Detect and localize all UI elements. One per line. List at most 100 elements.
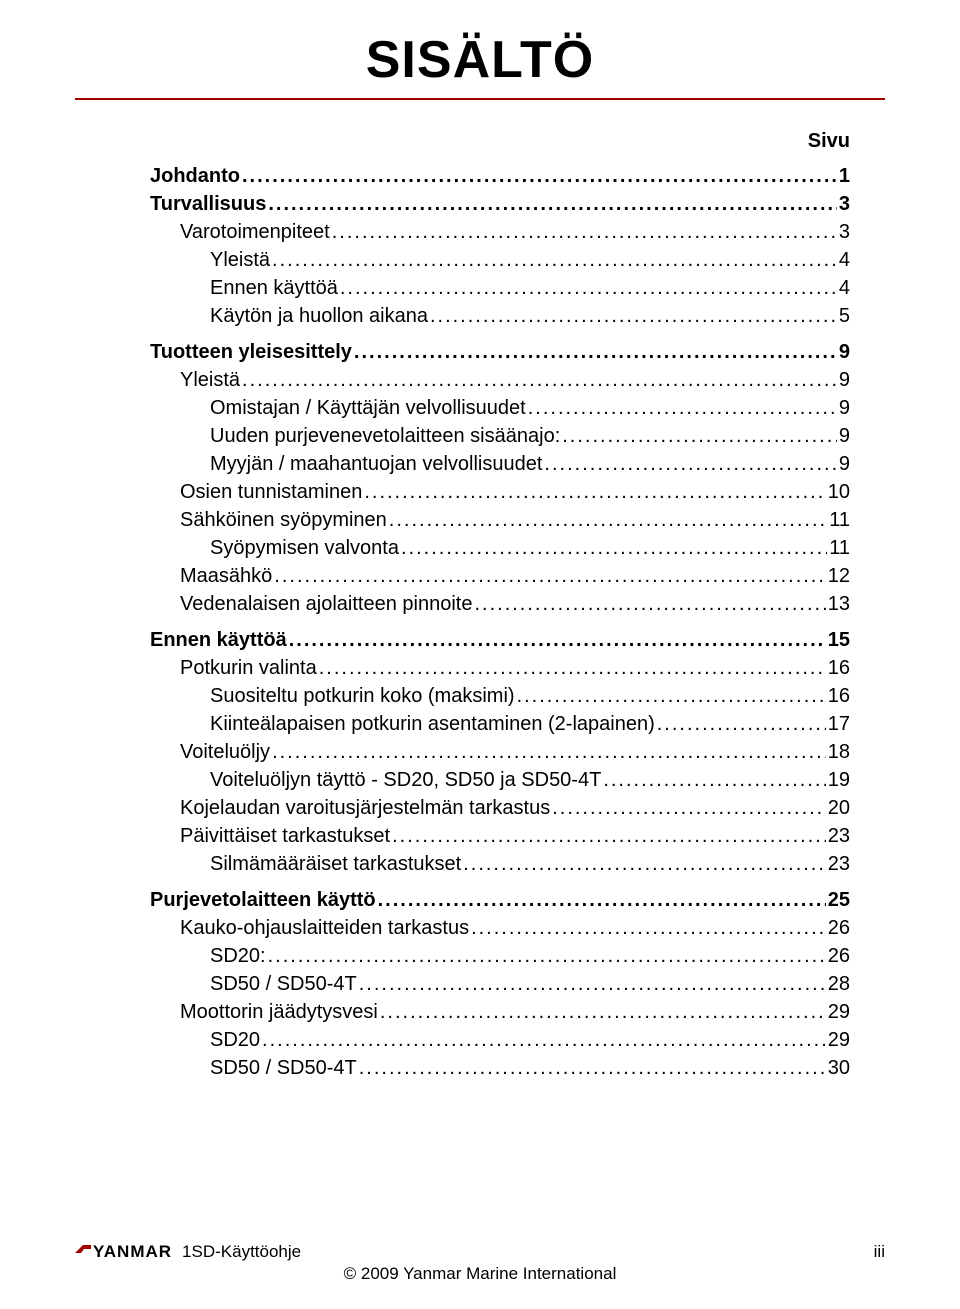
- toc-leader-dots: [268, 943, 826, 969]
- toc-entry-label: SD20:: [210, 943, 266, 969]
- toc-entry-label: Uuden purjevenevetolaitteen sisäänajo:: [210, 423, 560, 449]
- page-column-label: Sivu: [150, 130, 850, 153]
- toc-entry: Kojelaudan varoitusjärjestelmän tarkastu…: [150, 795, 850, 821]
- toc-entry-page: 1: [839, 163, 850, 189]
- toc-entry: Käytön ja huollon aikana 5: [150, 303, 850, 329]
- toc-leader-dots: [389, 507, 827, 533]
- toc-entry: Ennen käyttöä 4: [150, 275, 850, 301]
- toc-entry-label: Osien tunnistaminen: [180, 479, 362, 505]
- toc-entry-label: Varotoimenpiteet: [180, 219, 330, 245]
- toc-entry-page: 17: [828, 711, 850, 737]
- toc-leader-dots: [274, 563, 825, 589]
- toc-entry: Yleistä9: [150, 367, 850, 393]
- toc-entry-label: Vedenalaisen ajolaitteen pinnoite: [180, 591, 472, 617]
- toc-entry-page: 9: [839, 395, 850, 421]
- toc-leader-dots: [272, 739, 826, 765]
- toc-entry-page: 9: [839, 451, 850, 477]
- toc-entry-label: Yleistä: [210, 247, 270, 273]
- toc-entry: Silmämääräiset tarkastukset 23: [150, 851, 850, 877]
- logo-text: YANMAR: [93, 1242, 172, 1262]
- toc-list: Johdanto1Turvallisuus3Varotoimenpiteet3Y…: [150, 163, 850, 1081]
- toc-entry: Vedenalaisen ajolaitteen pinnoite13: [150, 591, 850, 617]
- toc-leader-dots: [544, 451, 836, 477]
- toc-entry-page: 26: [828, 943, 850, 969]
- toc-entry-page: 3: [839, 219, 850, 245]
- toc-entry-page: 29: [828, 999, 850, 1025]
- toc-leader-dots: [272, 247, 837, 273]
- toc-leader-dots: [262, 1027, 826, 1053]
- title-rule: [75, 98, 885, 100]
- toc-leader-dots: [289, 627, 826, 653]
- toc-entry-label: Turvallisuus: [150, 191, 266, 217]
- toc-entry-label: Tuotteen yleisesittely: [150, 339, 352, 365]
- toc-leader-dots: [364, 479, 825, 505]
- footer-doc-name: 1SD-Käyttöohje: [182, 1242, 874, 1262]
- toc-entry-page: 3: [839, 191, 850, 217]
- toc-entry: Omistajan / Käyttäjän velvollisuudet 9: [150, 395, 850, 421]
- toc-entry: Uuden purjevenevetolaitteen sisäänajo: 9: [150, 423, 850, 449]
- toc-entry: Myyjän / maahantuojan velvollisuudet9: [150, 451, 850, 477]
- toc-entry-label: Kauko-ohjauslaitteiden tarkastus: [180, 915, 469, 941]
- toc-entry-page: 4: [839, 275, 850, 301]
- toc-leader-dots: [340, 275, 837, 301]
- toc-leader-dots: [528, 395, 837, 421]
- toc-entry-label: Omistajan / Käyttäjän velvollisuudet: [210, 395, 526, 421]
- toc-leader-dots: [319, 655, 826, 681]
- toc-entry-label: Yleistä: [180, 367, 240, 393]
- toc-entry-page: 16: [828, 683, 850, 709]
- logo-wing-icon: [75, 1244, 91, 1260]
- footer: YANMAR 1SD-Käyttöohje iii © 2009 Yanmar …: [75, 1242, 885, 1284]
- toc-leader-dots: [268, 191, 837, 217]
- toc-leader-dots: [471, 915, 826, 941]
- toc-entry: Tuotteen yleisesittely 9: [150, 339, 850, 365]
- toc-leader-dots: [380, 999, 826, 1025]
- toc-entry-page: 18: [828, 739, 850, 765]
- toc-entry-label: Purjevetolaitteen käyttö: [150, 887, 376, 913]
- toc-entry: Purjevetolaitteen käyttö 25: [150, 887, 850, 913]
- toc-entry: Sähköinen syöpyminen 11: [150, 507, 850, 533]
- toc-entry: Potkurin valinta16: [150, 655, 850, 681]
- toc-entry-page: 11: [829, 507, 850, 533]
- footer-page-number: iii: [874, 1242, 885, 1262]
- toc-entry-label: Potkurin valinta: [180, 655, 317, 681]
- toc-entry-label: Voiteluöljyn täyttö - SD20, SD50 ja SD50…: [210, 767, 601, 793]
- toc-entry: SD50 / SD50-4T28: [150, 971, 850, 997]
- toc-entry-label: SD50 / SD50-4T: [210, 971, 357, 997]
- toc-entry-page: 25: [828, 887, 850, 913]
- toc-entry: Päivittäiset tarkastukset23: [150, 823, 850, 849]
- toc-entry-label: Moottorin jäädytysvesi: [180, 999, 378, 1025]
- toc-entry-page: 5: [839, 303, 850, 329]
- toc-entry-page: 4: [839, 247, 850, 273]
- toc-container: Sivu Johdanto1Turvallisuus3Varotoimenpit…: [75, 130, 885, 1081]
- toc-leader-dots: [517, 683, 826, 709]
- toc-entry-page: 10: [828, 479, 850, 505]
- toc-leader-dots: [430, 303, 837, 329]
- toc-entry-label: Ennen käyttöä: [210, 275, 338, 301]
- page-title: SISÄLTÖ: [75, 30, 885, 90]
- toc-entry: Voiteluöljyn täyttö - SD20, SD50 ja SD50…: [150, 767, 850, 793]
- toc-entry-label: Kojelaudan varoitusjärjestelmän tarkastu…: [180, 795, 550, 821]
- toc-entry-page: 11: [829, 535, 850, 561]
- toc-entry: SD50 / SD50-4T30: [150, 1055, 850, 1081]
- footer-copyright: © 2009 Yanmar Marine International: [75, 1264, 885, 1284]
- toc-entry-label: Silmämääräiset tarkastukset: [210, 851, 461, 877]
- footer-line-1: YANMAR 1SD-Käyttöohje iii: [75, 1242, 885, 1262]
- toc-leader-dots: [359, 971, 826, 997]
- toc-entry: Kiinteälapaisen potkurin asentaminen (2-…: [150, 711, 850, 737]
- toc-entry: Osien tunnistaminen 10: [150, 479, 850, 505]
- toc-entry-page: 9: [839, 339, 850, 365]
- toc-entry: Kauko-ohjauslaitteiden tarkastus26: [150, 915, 850, 941]
- toc-leader-dots: [359, 1055, 826, 1081]
- toc-leader-dots: [242, 163, 837, 189]
- toc-entry-label: Sähköinen syöpyminen: [180, 507, 387, 533]
- toc-leader-dots: [354, 339, 837, 365]
- toc-entry-label: SD20: [210, 1027, 260, 1053]
- toc-entry-page: 19: [828, 767, 850, 793]
- toc-leader-dots: [332, 219, 837, 245]
- toc-entry: Voiteluöljy18: [150, 739, 850, 765]
- toc-entry-label: Käytön ja huollon aikana: [210, 303, 428, 329]
- toc-entry-page: 23: [828, 851, 850, 877]
- toc-entry-page: 9: [839, 423, 850, 449]
- toc-leader-dots: [562, 423, 837, 449]
- logo: YANMAR: [75, 1242, 172, 1262]
